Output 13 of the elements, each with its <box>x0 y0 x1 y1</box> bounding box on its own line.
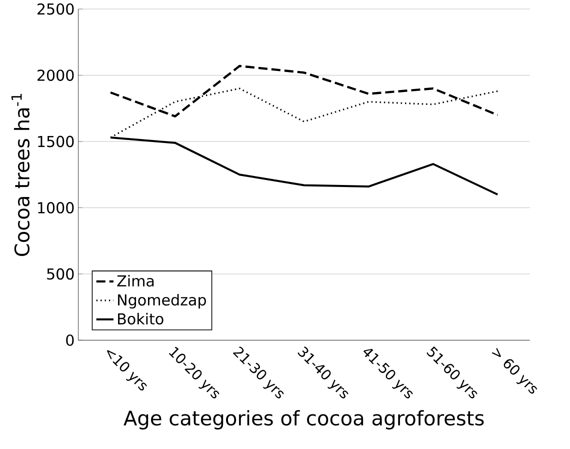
y-tick-label: 2500 <box>38 4 74 15</box>
y-tick-label: 1000 <box>38 202 74 214</box>
y-tick-label: 0 <box>66 334 74 346</box>
legend-label: Bokito <box>118 313 164 325</box>
y-tick-label: 2000 <box>38 70 74 82</box>
x-tick-label: > 60 yrs <box>492 348 538 394</box>
y-axis-title: Cocoa trees ha$^{-1}$ <box>11 94 30 256</box>
y-tick-label: 1500 <box>38 136 74 148</box>
legend-label: Ngomedzap <box>118 294 206 309</box>
x-tick-label: <10 yrs <box>106 350 147 391</box>
legend-label: Zima <box>117 275 154 287</box>
y-tick-label: 500 <box>47 268 74 280</box>
x-axis-title: Age categories of cocoa agroforests <box>124 410 484 430</box>
